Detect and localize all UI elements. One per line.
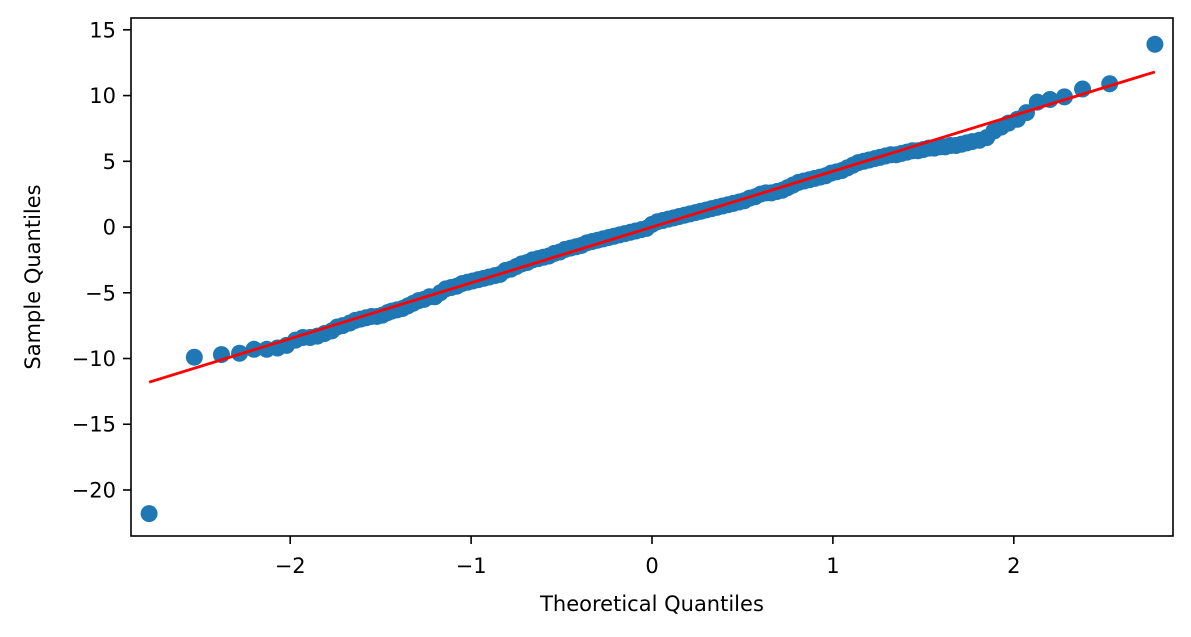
x-tick-label: 0: [645, 554, 658, 578]
scatter-points: [140, 35, 1164, 523]
y-tick-label: −15: [72, 413, 116, 437]
data-point: [140, 505, 158, 523]
y-tick-label: −20: [72, 478, 116, 502]
x-tick-label: 2: [1007, 554, 1020, 578]
data-point: [1146, 35, 1164, 53]
x-axis-label: Theoretical Quantiles: [539, 592, 764, 616]
x-tick-label: 1: [826, 554, 839, 578]
y-tick-label: −10: [72, 347, 116, 371]
y-tick-label: 0: [103, 216, 116, 240]
x-axis-ticks: −2 −1 0 1 2: [275, 536, 1020, 578]
x-tick-label: −1: [456, 554, 487, 578]
y-tick-label: 10: [89, 84, 116, 108]
plot-frame: [130, 17, 1174, 537]
reference-line-layer: [148, 70, 1156, 384]
y-axis-label: Sample Quantiles: [21, 184, 45, 369]
y-axis-ticks: 15 10 5 0 −5 −10 −15 −20: [72, 18, 131, 502]
y-tick-label: 15: [89, 18, 116, 42]
reference-line: [148, 70, 1156, 384]
y-tick-label: 5: [103, 150, 116, 174]
x-tick-label: −2: [275, 554, 306, 578]
data-point: [185, 348, 203, 366]
y-tick-label: −5: [85, 281, 116, 305]
